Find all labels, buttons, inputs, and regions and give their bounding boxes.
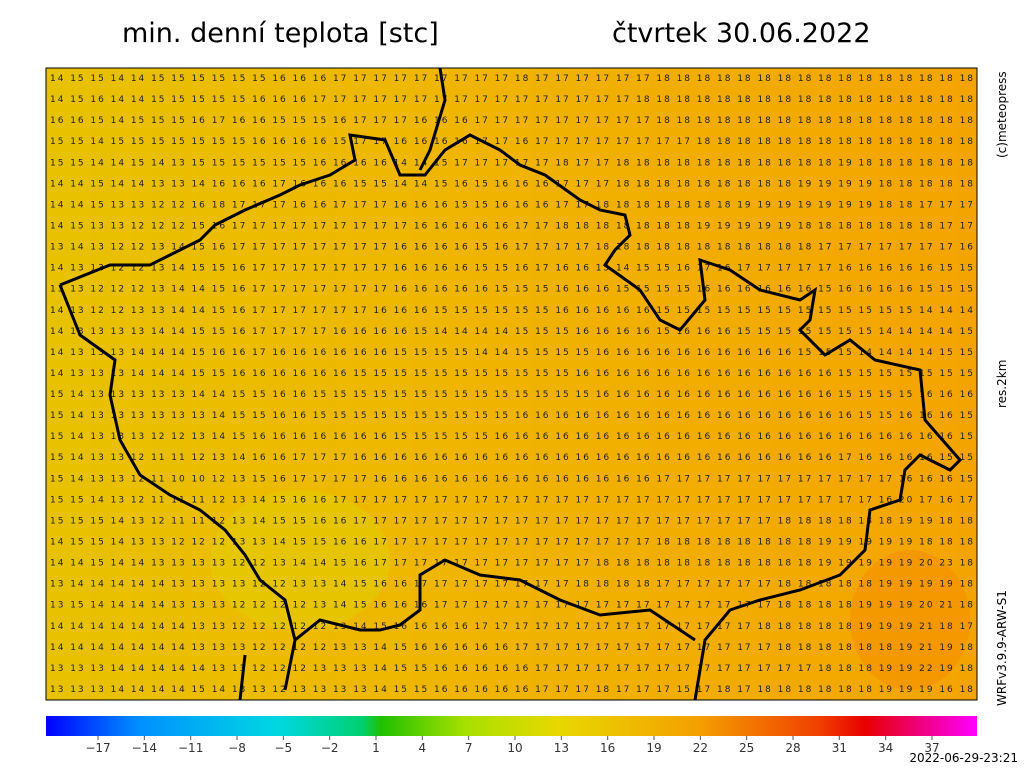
grid-row: 13 13 12 12 12 13 14 14 15 16 17 17 17 1…: [50, 285, 973, 295]
grid-row: 14 15 16 14 14 15 15 15 15 15 16 16 16 1…: [50, 95, 973, 105]
warm-area: [850, 550, 970, 690]
grid-row: 15 14 13 13 12 11 10 10 12 13 15 16 17 1…: [50, 474, 973, 484]
colorbar-label: 19: [646, 741, 661, 755]
grid-row: 14 13 13 13 14 14 14 15 15 16 16 16 16 1…: [50, 369, 973, 379]
colorbar-label: 1: [372, 741, 380, 755]
grid-row: 13 14 14 14 14 14 13 13 13 13 12 12 13 1…: [50, 580, 973, 590]
timestamp: 2022-06-29-23:21: [909, 751, 1018, 765]
title: min. denní teplota [stc]: [122, 18, 439, 49]
grid-row: 13 14 13 12 12 13 14 15 16 17 17 17 17 1…: [50, 243, 973, 253]
grid-row: 13 13 13 14 14 14 14 15 14 13 13 12 13 1…: [50, 685, 973, 695]
colorbar-label: 4: [419, 741, 427, 755]
copyright: (c)meteopress: [995, 71, 1009, 158]
colorbar-label: 16: [600, 741, 615, 755]
grid-row: 15 15 14 13 12 11 11 11 12 13 14 15 16 1…: [50, 495, 973, 505]
grid-row: 13 13 13 14 14 14 14 14 13 13 12 12 12 1…: [50, 664, 973, 674]
grid-row: 15 15 14 15 15 15 15 15 15 15 16 16 16 1…: [50, 137, 973, 147]
date: čtvrtek 30.06.2022: [612, 18, 871, 49]
colorbar-label: 34: [878, 741, 893, 755]
colorbar-label: 25: [739, 741, 754, 755]
grid-row: 15 14 13 13 13 13 13 13 14 15 15 16 16 1…: [50, 411, 973, 421]
grid-row: 15 15 14 14 15 14 13 15 15 15 15 15 15 1…: [50, 158, 973, 168]
colorbar-label: 31: [832, 741, 847, 755]
colorbar-label: −2: [321, 741, 339, 755]
colorbar-label: −5: [274, 741, 292, 755]
grid-row: 15 14 13 13 12 11 11 12 13 14 16 16 17 1…: [50, 453, 973, 463]
colorbar-label: −11: [178, 741, 203, 755]
grid-row: 14 13 12 12 13 13 14 14 15 16 17 17 17 1…: [50, 306, 973, 316]
colorbar-label: −8: [228, 741, 246, 755]
grid-row: 13 15 14 14 14 14 13 13 13 12 12 12 12 1…: [50, 601, 973, 611]
map-field: [45, 67, 978, 701]
border: [58, 67, 963, 701]
model: WRFv3.9.9-ARW-S1: [995, 590, 1009, 706]
colorbar-label: −17: [85, 741, 110, 755]
value-grid: 14 15 15 14 14 15 15 15 15 15 15 16 16 1…: [50, 74, 973, 695]
colorbar-label: 22: [693, 741, 708, 755]
colorbar-label: 37: [924, 741, 939, 755]
grid-row: 14 14 15 13 13 12 12 16 18 17 17 17 16 1…: [50, 200, 973, 210]
colorbar-labels: −17 −14 −11 −8 −5 −2 1 4 7 10 13 16 19 22 25 28 31 34 37: [85, 736, 940, 755]
cool-area: [210, 490, 390, 630]
colorbar-label: −14: [132, 741, 157, 755]
grid-row: 14 14 15 14 14 13 13 13 13 12 12 13 14 1…: [50, 559, 973, 569]
colorbar: [46, 716, 977, 736]
colorbar-label: 13: [554, 741, 569, 755]
grid-row: 14 14 14 14 14 14 14 13 13 12 12 12 12 1…: [50, 622, 973, 632]
grid-row: 14 13 13 13 13 14 14 15 15 16 17 17 17 1…: [50, 327, 973, 337]
grid-row: 15 14 13 13 13 13 13 14 14 15 15 16 16 1…: [50, 390, 973, 400]
colorbar-label: 7: [465, 741, 473, 755]
colorbar-label: 28: [785, 741, 800, 755]
grid-row: 15 15 15 14 13 12 11 11 12 13 14 15 15 1…: [50, 516, 973, 526]
grid-row: 14 13 13 12 12 13 14 15 15 16 17 17 17 1…: [50, 264, 973, 274]
grid-row: 14 15 15 14 14 15 15 15 15 15 15 16 16 1…: [50, 74, 973, 84]
grid-row: 14 14 14 14 14 14 14 13 13 13 12 12 12 1…: [50, 643, 973, 653]
grid-row: 15 14 13 13 13 12 12 13 14 15 16 16 16 1…: [50, 432, 973, 442]
colorbar-label: 10: [507, 741, 522, 755]
resolution: res.2km: [995, 360, 1009, 408]
grid-row: 14 15 13 13 12 12 12 15 16 17 17 17 17 1…: [50, 222, 973, 232]
grid-row: 16 16 15 14 15 15 15 16 17 16 16 15 15 1…: [50, 116, 973, 126]
grid-row: 14 14 15 14 14 13 13 14 16 16 16 17 16 1…: [50, 179, 973, 189]
grid-row: 14 13 13 13 14 14 14 15 16 16 17 16 16 1…: [50, 348, 973, 358]
grid-row: 14 15 15 14 13 13 12 12 12 13 13 14 15 1…: [50, 538, 973, 548]
